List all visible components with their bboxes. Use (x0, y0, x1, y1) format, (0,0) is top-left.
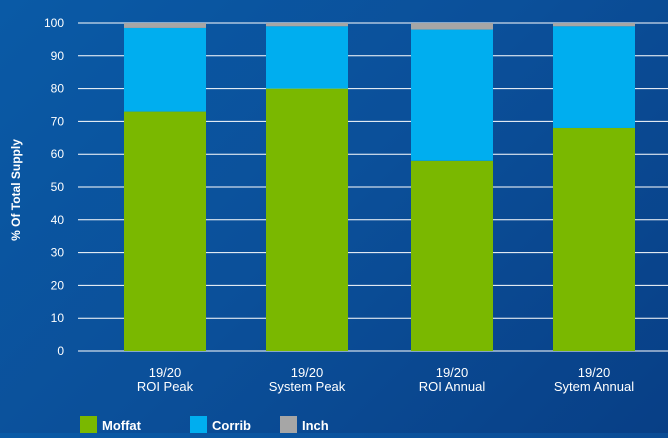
y-tick-label: 20 (51, 278, 65, 292)
x-tick-label: System Peak (269, 379, 346, 394)
bar-moffat (411, 160, 493, 351)
bar-inch (266, 23, 348, 27)
y-tick-label: 0 (57, 344, 64, 358)
legend-swatch-inch (280, 416, 297, 433)
bar-inch (411, 23, 493, 30)
y-tick-label: 90 (51, 49, 65, 63)
y-axis-ticks: 0 10 20 30 40 50 60 70 80 90 100 (44, 16, 64, 358)
bar-inch (553, 23, 635, 27)
legend-swatch-corrib (190, 416, 207, 433)
legend-label-inch: Inch (302, 418, 329, 433)
bar-moffat (266, 88, 348, 351)
y-tick-label: 50 (51, 180, 65, 194)
x-tick-label: 19/20 (578, 365, 611, 380)
x-tick-label: 19/20 (436, 365, 469, 380)
bar-corrib (553, 26, 635, 128)
bar-corrib (411, 29, 493, 161)
y-axis-label: % Of Total Supply (9, 139, 23, 241)
x-tick-label: ROI Annual (419, 379, 486, 394)
y-tick-label: 60 (51, 147, 65, 161)
y-tick-label: 80 (51, 82, 65, 96)
y-tick-label: 70 (51, 114, 65, 128)
bars (124, 23, 635, 352)
legend-label-corrib: Corrib (212, 418, 251, 433)
bar-moffat (553, 127, 635, 352)
bar-corrib (266, 26, 348, 89)
legend-label-moffat: Moffat (102, 418, 142, 433)
y-tick-label: 100 (44, 16, 64, 30)
legend: Moffat Corrib Inch (80, 416, 329, 433)
bar-corrib (124, 27, 206, 112)
bar-moffat (124, 111, 206, 351)
x-tick-label: 19/20 (291, 365, 324, 380)
y-tick-label: 40 (51, 213, 65, 227)
bar-inch (124, 23, 206, 28)
legend-swatch-moffat (80, 416, 97, 433)
x-tick-label: ROI Peak (137, 379, 194, 394)
y-tick-label: 10 (51, 311, 65, 325)
y-tick-label: 30 (51, 246, 65, 260)
x-tick-label: Sytem Annual (554, 379, 634, 394)
x-tick-label: 19/20 (149, 365, 182, 380)
